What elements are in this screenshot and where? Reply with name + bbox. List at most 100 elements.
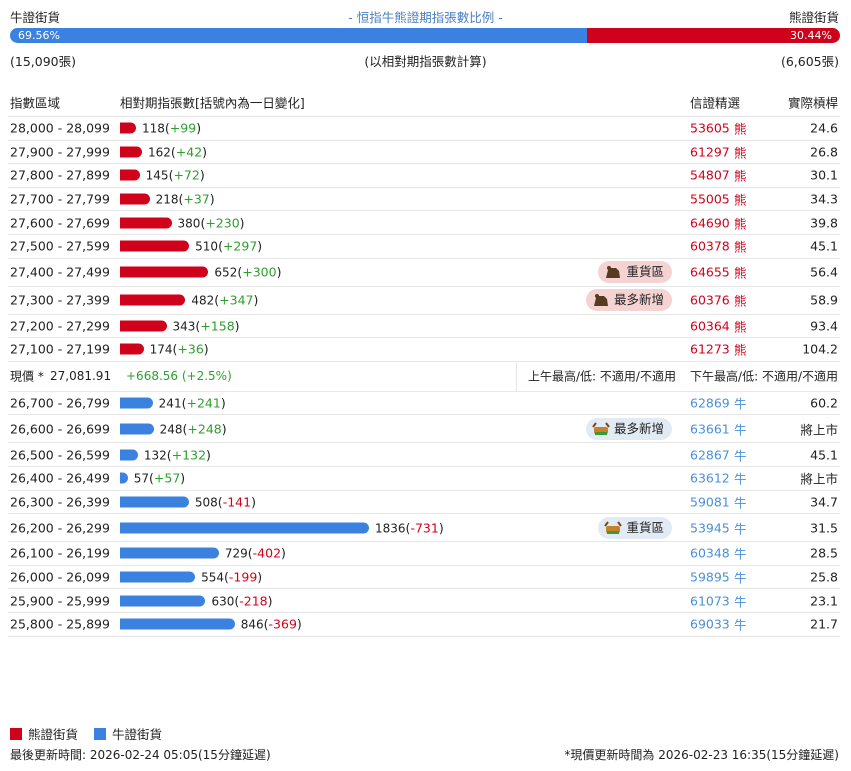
leverage: 34.7 [810, 494, 838, 510]
code[interactable]: 62869 [690, 395, 730, 411]
count: 218 [155, 192, 179, 207]
count: 652 [214, 265, 238, 280]
code-kind: 牛 [734, 495, 747, 511]
leverage: 21.7 [810, 616, 838, 632]
title: - 恒指牛熊證期指張數比例 - [348, 10, 503, 25]
count: 729 [224, 546, 248, 561]
tag-icon [604, 521, 623, 534]
range: 27,500 - 27,599 [10, 238, 110, 254]
code[interactable]: 69033 [690, 616, 730, 632]
count-label: 510+297 [195, 239, 262, 254]
count: 554 [201, 570, 225, 585]
count-bar [120, 320, 167, 332]
code[interactable]: 59895 [690, 569, 730, 585]
code[interactable]: 60348 [690, 545, 730, 561]
count: 630 [211, 594, 235, 609]
count: 380 [177, 216, 201, 231]
count: 846 [240, 617, 264, 632]
legend-swatch [10, 727, 22, 740]
count: 174 [149, 342, 173, 357]
change: +36 [173, 342, 209, 357]
count: 132 [143, 448, 167, 463]
count: 248 [159, 422, 183, 437]
change: +37 [178, 192, 214, 207]
leverage: 56.4 [810, 264, 838, 280]
range: 27,800 - 27,899 [10, 167, 110, 183]
tag: 最多新增 [585, 417, 672, 440]
code-kind: 熊 [734, 216, 747, 232]
code-kind: 熊 [734, 265, 747, 281]
code[interactable]: 60378 [690, 238, 730, 254]
col-header: 相對期指張數[括號內為一日變化] [120, 95, 305, 111]
ratio-bar: 69.56% 30.44% [10, 28, 840, 43]
code[interactable]: 61297 [690, 144, 730, 160]
footer-left: 最後更新時間: 2026-02-24 05:05(15分鐘延遲) [10, 748, 271, 762]
range: 27,400 - 27,499 [10, 264, 110, 280]
code-kind: 熊 [734, 239, 747, 255]
count-bar [120, 240, 190, 252]
tag-icon [593, 294, 608, 307]
price-divider [516, 361, 517, 392]
count-bar [120, 122, 136, 134]
leverage: 34.3 [810, 191, 838, 207]
code[interactable]: 64690 [690, 215, 730, 231]
code[interactable]: 63661 [690, 421, 730, 437]
code-kind: 熊 [734, 145, 747, 161]
code-kind: 牛 [734, 448, 747, 464]
col-header: 信證精選 [690, 95, 741, 111]
code[interactable]: 53945 [690, 520, 730, 536]
code[interactable]: 53605 [690, 120, 730, 136]
code-kind: 牛 [734, 521, 747, 537]
count-label: 508-141 [195, 494, 256, 509]
code-kind: 牛 [734, 546, 747, 562]
code[interactable]: 63612 [690, 470, 730, 486]
count-label: 241+241 [159, 396, 226, 411]
leverage: 30.1 [810, 167, 838, 183]
code[interactable]: 60364 [690, 318, 730, 334]
count-bar [120, 266, 209, 278]
code[interactable]: 60376 [690, 292, 730, 308]
change: -141 [218, 494, 256, 509]
code[interactable]: 64655 [690, 264, 730, 280]
range: 27,700 - 27,799 [10, 191, 110, 207]
count-label: 248+248 [160, 421, 227, 436]
code[interactable]: 55005 [690, 191, 730, 207]
tag: 重貨區 [598, 261, 672, 284]
code[interactable]: 54807 [690, 167, 730, 183]
range: 28,000 - 28,099 [10, 120, 110, 136]
tag-label: 重貨區 [626, 264, 664, 280]
change: +99 [165, 121, 201, 136]
count-label: 57+57 [134, 471, 185, 486]
range: 26,000 - 26,099 [10, 569, 110, 585]
range: 27,600 - 27,699 [10, 215, 110, 231]
code[interactable]: 61073 [690, 593, 730, 609]
legend-label: 牛證街貨 [112, 727, 163, 742]
count-bar [120, 618, 235, 630]
count-bar [120, 547, 219, 559]
change: +347 [214, 293, 258, 308]
count-bar [120, 146, 142, 158]
count-bar [120, 217, 172, 229]
count-bar [120, 595, 206, 607]
code[interactable]: 59081 [690, 494, 730, 510]
code[interactable]: 62867 [690, 447, 730, 463]
count-bar [120, 449, 138, 461]
leverage: 將上市 [800, 422, 838, 438]
change: +297 [218, 239, 262, 254]
code[interactable]: 61273 [690, 341, 730, 357]
count: 510 [195, 239, 219, 254]
code-kind: 熊 [734, 121, 747, 137]
change: +300 [237, 265, 281, 280]
